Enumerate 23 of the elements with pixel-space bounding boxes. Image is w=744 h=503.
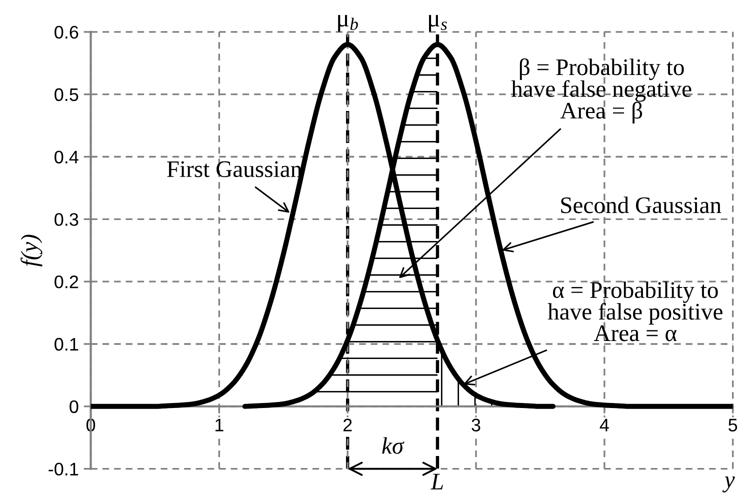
annotation: First Gaussian xyxy=(167,161,302,178)
y-tick-label: 0 xyxy=(70,400,78,414)
annotation: L xyxy=(430,474,443,490)
annotation: β = Probability to have false negative Area = β xyxy=(511,58,692,124)
y-tick-label: -0.1 xyxy=(48,462,78,476)
x-axis-title: y xyxy=(722,476,735,492)
y-tick-label: 0.4 xyxy=(54,150,78,164)
annotation: Second Gaussian xyxy=(561,196,722,214)
y-tick-label: 0.1 xyxy=(54,338,78,351)
ref-line-label: μ$_{b}$ xyxy=(338,14,358,32)
annotation: α = Probability to have false positive Area = α xyxy=(548,281,722,342)
ref-line-label: μ$_{s}$ xyxy=(429,14,447,32)
y-tick-label: 0.2 xyxy=(54,276,78,288)
x-tick-label: 2 xyxy=(343,418,352,432)
x-tick-label: 5 xyxy=(728,418,738,432)
x-tick-label: 3 xyxy=(472,418,480,432)
annotation: kσ xyxy=(382,437,404,454)
y-axis-title: f(y) xyxy=(20,234,42,266)
y-tick-label: 0.3 xyxy=(54,213,78,226)
x-tick-label: 1 xyxy=(216,418,224,432)
x-tick-label: 4 xyxy=(600,418,609,432)
y-tick-label: 0.5 xyxy=(54,88,78,102)
y-tick-label: 0.6 xyxy=(54,26,78,39)
